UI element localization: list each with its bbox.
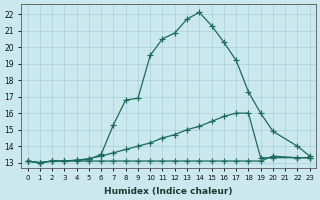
X-axis label: Humidex (Indice chaleur): Humidex (Indice chaleur) [104,187,233,196]
